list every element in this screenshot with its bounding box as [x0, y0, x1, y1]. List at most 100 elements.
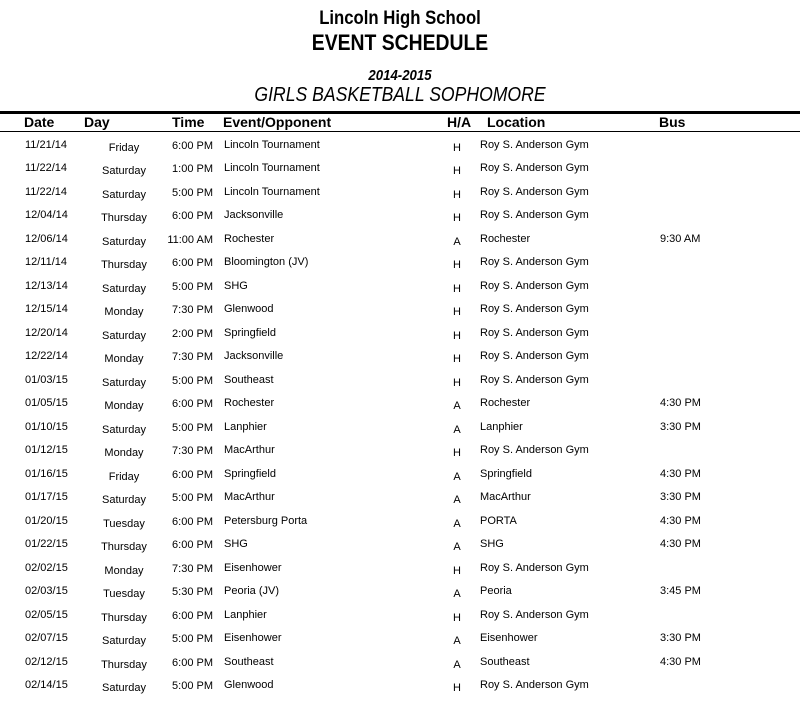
- cell-day: Saturday: [101, 376, 147, 389]
- cell-time: 6:00 PM: [172, 257, 213, 270]
- cell-location: Roy S. Anderson Gym: [480, 256, 589, 269]
- table-row: 12/22/14 Monday 7:30 PM Jacksonville H Roy S.…: [0, 350, 800, 373]
- cell-event: Springfield: [224, 467, 276, 480]
- cell-day: Saturday: [101, 682, 147, 695]
- cell-day: Monday: [104, 447, 144, 460]
- cell-location: Roy S. Anderson Gym: [480, 139, 589, 151]
- cell-date: 02/07/15: [25, 632, 68, 645]
- cell-bus: 3:30 PM: [660, 491, 701, 504]
- cell-time: 6:00 PM: [172, 656, 213, 669]
- cell-date: 12/11/14: [25, 256, 68, 269]
- cell-bus: 3:30 PM: [660, 632, 701, 645]
- cell-day: Saturday: [101, 423, 147, 436]
- cell-date: 11/22/14: [25, 162, 68, 175]
- cell-event: Peoria (JV): [224, 585, 280, 598]
- cell-location: Roy S. Anderson Gym: [480, 679, 589, 692]
- cell-time: 1:00 PM: [172, 163, 213, 176]
- column-header-location: Location: [487, 114, 546, 130]
- cell-date: 12/06/14: [25, 232, 68, 245]
- cell-time: 5:00 PM: [172, 186, 213, 199]
- cell-date: 01/17/15: [25, 491, 68, 504]
- cell-day: Thursday: [101, 658, 147, 671]
- cell-location: PORTA: [480, 514, 517, 527]
- cell-time: 5:00 PM: [172, 680, 213, 693]
- cell-date: 11/21/14: [25, 139, 68, 151]
- table-row: 12/20/14 Saturday 2:00 PM Springfield H Roy S…: [0, 327, 800, 350]
- season: 2014-2015: [368, 67, 432, 84]
- column-header-bus: Bus: [659, 114, 686, 130]
- cell-event: Southeast: [224, 655, 274, 668]
- cell-time: 7:30 PM: [172, 304, 213, 317]
- cell-event: Lincoln Tournament: [224, 162, 320, 175]
- cell-time: 5:30 PM: [172, 586, 213, 599]
- cell-day: Thursday: [101, 212, 147, 225]
- cell-location: Eisenhower: [480, 632, 538, 645]
- cell-event: Rochester: [224, 397, 275, 410]
- cell-event: Glenwood: [224, 303, 274, 316]
- column-header-time: Time: [172, 114, 205, 130]
- table-row: 11/22/14 Saturday 5:00 PM Lincoln Tournamen…: [0, 186, 800, 209]
- table-row: 01/20/15 Tuesday 6:00 PM Petersburg Porta A P…: [0, 515, 800, 538]
- cell-date: 12/04/14: [25, 209, 68, 222]
- cell-time: 6:00 PM: [172, 210, 213, 223]
- cell-time: 5:00 PM: [172, 374, 213, 387]
- cell-location: Roy S. Anderson Gym: [480, 561, 589, 574]
- cell-date: 01/20/15: [25, 514, 68, 527]
- cell-day: Thursday: [101, 259, 147, 272]
- cell-date: 01/22/15: [25, 538, 68, 551]
- cell-date: 02/05/15: [25, 608, 68, 621]
- cell-location: Lanphier: [480, 420, 523, 433]
- table-row: 12/04/14 Thursday 6:00 PM Jacksonville H Roy …: [0, 209, 800, 232]
- cell-day: Tuesday: [103, 588, 145, 601]
- cell-event: Lanphier: [224, 608, 267, 621]
- cell-bus: 4:30 PM: [660, 655, 701, 668]
- cell-date: 01/03/15: [25, 373, 68, 386]
- cell-location: Peoria: [480, 585, 512, 598]
- cell-ha: H: [453, 611, 461, 624]
- cell-date: 01/16/15: [25, 467, 68, 480]
- cell-event: Jacksonville: [224, 350, 284, 363]
- table-row: 01/16/15 Friday 6:00 PM Springfield A Springf…: [0, 468, 800, 491]
- cell-time: 6:00 PM: [172, 140, 213, 152]
- cell-event: Lincoln Tournament: [224, 185, 320, 198]
- school-name: Lincoln High School: [319, 8, 481, 29]
- cell-ha: A: [453, 517, 461, 530]
- cell-date: 12/20/14: [25, 326, 68, 339]
- page-title: EVENT SCHEDULE: [311, 30, 489, 55]
- table-row: 02/03/15 Tuesday 5:30 PM Peoria (JV) A Peoria…: [0, 585, 800, 608]
- cell-ha: H: [453, 306, 461, 319]
- cell-bus: 3:30 PM: [660, 420, 701, 433]
- column-header-ha: H/A: [447, 114, 472, 130]
- cell-ha: H: [453, 564, 461, 577]
- column-header-day: Day: [84, 114, 110, 130]
- cell-day: Thursday: [101, 541, 147, 554]
- cell-day: Saturday: [101, 165, 147, 178]
- cell-bus: 4:30 PM: [660, 467, 701, 480]
- cell-event: SHG: [224, 279, 248, 292]
- cell-ha: A: [453, 541, 461, 554]
- table-row: 01/12/15 Monday 7:30 PM MacArthur H Roy S. An…: [0, 444, 800, 467]
- cell-time: 2:00 PM: [172, 327, 213, 340]
- cell-day: Saturday: [101, 329, 147, 342]
- cell-event: Lincoln Tournament: [224, 139, 320, 151]
- cell-location: Springfield: [480, 467, 532, 480]
- cell-time: 7:30 PM: [172, 445, 213, 458]
- cell-day: Monday: [104, 400, 144, 413]
- cell-day: Tuesday: [103, 517, 145, 530]
- cell-date: 12/22/14: [25, 350, 68, 363]
- cell-location: SHG: [480, 538, 504, 551]
- table-row: 02/02/15 Monday 7:30 PM Eisenhower H Roy S. A…: [0, 562, 800, 585]
- cell-event: Eisenhower: [224, 561, 282, 574]
- cell-event: Glenwood: [224, 679, 274, 692]
- cell-ha: H: [453, 259, 461, 272]
- cell-day: Saturday: [101, 235, 147, 248]
- cell-time: 6:00 PM: [172, 515, 213, 528]
- cell-date: 02/03/15: [25, 585, 68, 598]
- cell-time: 5:00 PM: [172, 633, 213, 646]
- table-row: 11/22/14 Saturday 1:00 PM Lincoln Tournamen…: [0, 162, 800, 185]
- cell-day: Saturday: [101, 635, 147, 648]
- table-row: 12/15/14 Monday 7:30 PM Glenwood H Roy S. And…: [0, 303, 800, 326]
- cell-ha: A: [453, 494, 461, 507]
- cell-ha: H: [453, 329, 461, 342]
- cell-location: Roy S. Anderson Gym: [480, 444, 589, 457]
